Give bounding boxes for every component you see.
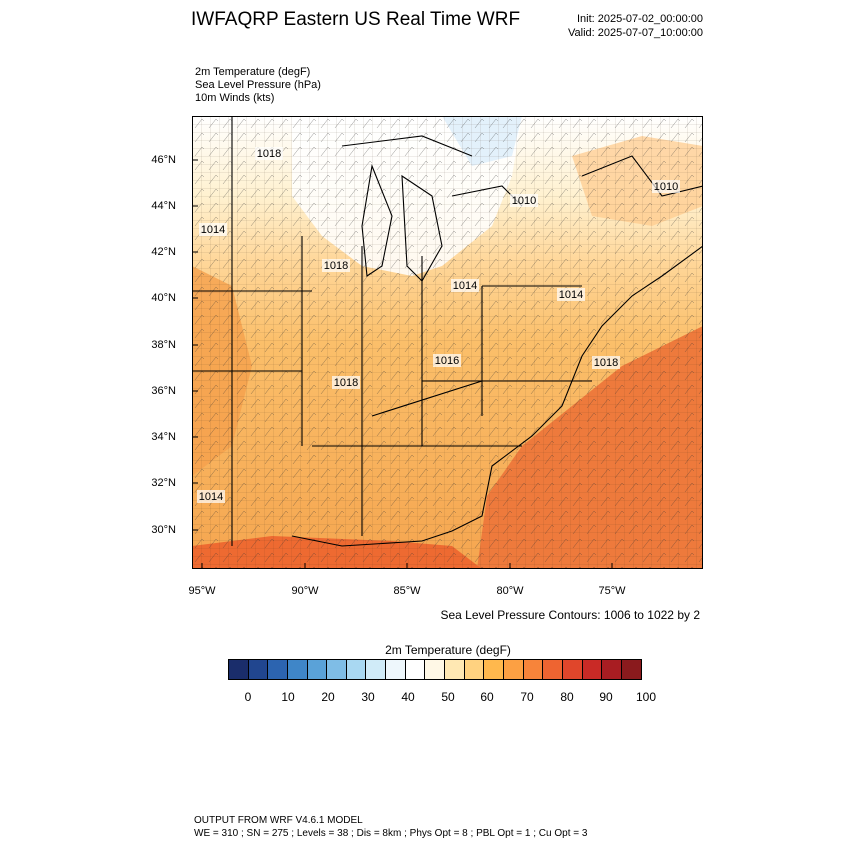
svg-text:1010: 1010 [512, 195, 536, 207]
state-boundaries [192, 116, 703, 547]
colorbar-tick: 80 [560, 690, 574, 704]
svg-text:1018: 1018 [257, 148, 281, 160]
contour-label: 1018 [332, 376, 360, 389]
lon-label: 75°W [598, 585, 626, 597]
valid-time: Valid: 2025-07-07_10:00:00 [568, 27, 703, 39]
lat-label: 32°N [151, 477, 176, 489]
footer-model-info: OUTPUT FROM WRF V4.6.1 MODEL [194, 815, 363, 826]
colorbar-swatch [268, 660, 288, 679]
field-label-winds: 10m Winds (kts) [195, 92, 275, 104]
contour-label: 1018 [592, 356, 620, 369]
lon-label: 90°W [291, 585, 319, 597]
colorbar-swatch [582, 660, 603, 679]
svg-text:1014: 1014 [559, 289, 583, 301]
svg-text:1016: 1016 [435, 355, 459, 367]
colorbar-swatch [562, 660, 583, 679]
contour-label: 1016 [433, 354, 461, 367]
lat-label: 36°N [151, 385, 176, 397]
colorbar-tick: 60 [480, 690, 494, 704]
svg-text:1014: 1014 [453, 280, 477, 292]
lat-label: 44°N [151, 200, 176, 212]
colorbar-swatch [248, 660, 269, 679]
colorbar-tick: 20 [321, 690, 335, 704]
weather-map: 1018 1014 1018 1010 1010 1014 1014 1016 … [192, 116, 703, 569]
map-title: IWFAQRP Eastern US Real Time WRF [191, 9, 521, 30]
colorbar-title: 2m Temperature (degF) [385, 643, 511, 657]
colorbar-swatch [229, 660, 249, 679]
colorbar-swatch [602, 660, 622, 679]
lon-label: 80°W [496, 585, 524, 597]
colorbar-swatch [503, 660, 524, 679]
field-label-pressure: Sea Level Pressure (hPa) [195, 79, 321, 91]
init-time: Init: 2025-07-02_00:00:00 [577, 13, 703, 25]
colorbar-swatch [327, 660, 347, 679]
svg-text:1014: 1014 [199, 491, 223, 503]
lat-label: 40°N [151, 292, 176, 304]
colorbar-swatch [621, 660, 642, 679]
contour-label: 1018 [322, 259, 350, 272]
lat-label: 42°N [151, 246, 176, 258]
colorbar-tick: 100 [635, 690, 657, 704]
colorbar-swatch [287, 660, 308, 679]
colorbar-swatch [464, 660, 485, 679]
colorbar-swatch [425, 660, 446, 679]
contour-label: 1014 [557, 288, 585, 301]
pressure-contour-labels: 1018 1014 1018 1010 1010 1014 1014 1016 … [197, 147, 680, 503]
colorbar-tick: 0 [244, 690, 252, 704]
footer-run-config: WE = 310 ; SN = 275 ; Levels = 38 ; Dis … [194, 828, 588, 839]
svg-text:1018: 1018 [334, 377, 358, 389]
lat-label: 30°N [151, 524, 176, 536]
axis-ticks [192, 159, 613, 569]
contour-note: Sea Level Pressure Contours: 1006 to 102… [440, 608, 701, 622]
field-label-temperature: 2m Temperature (degF) [195, 66, 311, 78]
contour-label: 1010 [510, 194, 538, 207]
lon-label: 95°W [188, 585, 216, 597]
colorbar-swatch [386, 660, 406, 679]
colorbar-swatch [523, 660, 544, 679]
lon-label: 85°W [393, 585, 421, 597]
contour-label: 1018 [255, 147, 283, 160]
svg-text:1014: 1014 [201, 224, 225, 236]
map-frame [192, 116, 703, 569]
colorbar-tick: 50 [441, 690, 455, 704]
colorbar-swatch [366, 660, 387, 679]
lat-label: 46°N [151, 154, 176, 166]
colorbar-swatch [346, 660, 367, 679]
contour-label: 1010 [652, 180, 680, 193]
svg-text:1018: 1018 [594, 357, 618, 369]
colorbar-swatch [307, 660, 328, 679]
colorbar [228, 659, 643, 680]
contour-label: 1014 [199, 223, 227, 236]
colorbar-tick: 40 [401, 690, 415, 704]
colorbar-swatch [543, 660, 563, 679]
colorbar-swatch [445, 660, 465, 679]
colorbar-swatch [405, 660, 426, 679]
svg-text:1010: 1010 [654, 181, 678, 193]
colorbar-tick: 30 [361, 690, 375, 704]
contour-label: 1014 [451, 279, 479, 292]
svg-text:1018: 1018 [324, 260, 348, 272]
wind-barbs [192, 116, 703, 569]
lat-label: 34°N [151, 431, 176, 443]
colorbar-tick: 70 [520, 690, 534, 704]
colorbar-tick: 10 [281, 690, 295, 704]
colorbar-tick: 90 [599, 690, 613, 704]
colorbar-swatch [484, 660, 504, 679]
contour-label: 1014 [197, 490, 225, 503]
lat-label: 38°N [151, 339, 176, 351]
